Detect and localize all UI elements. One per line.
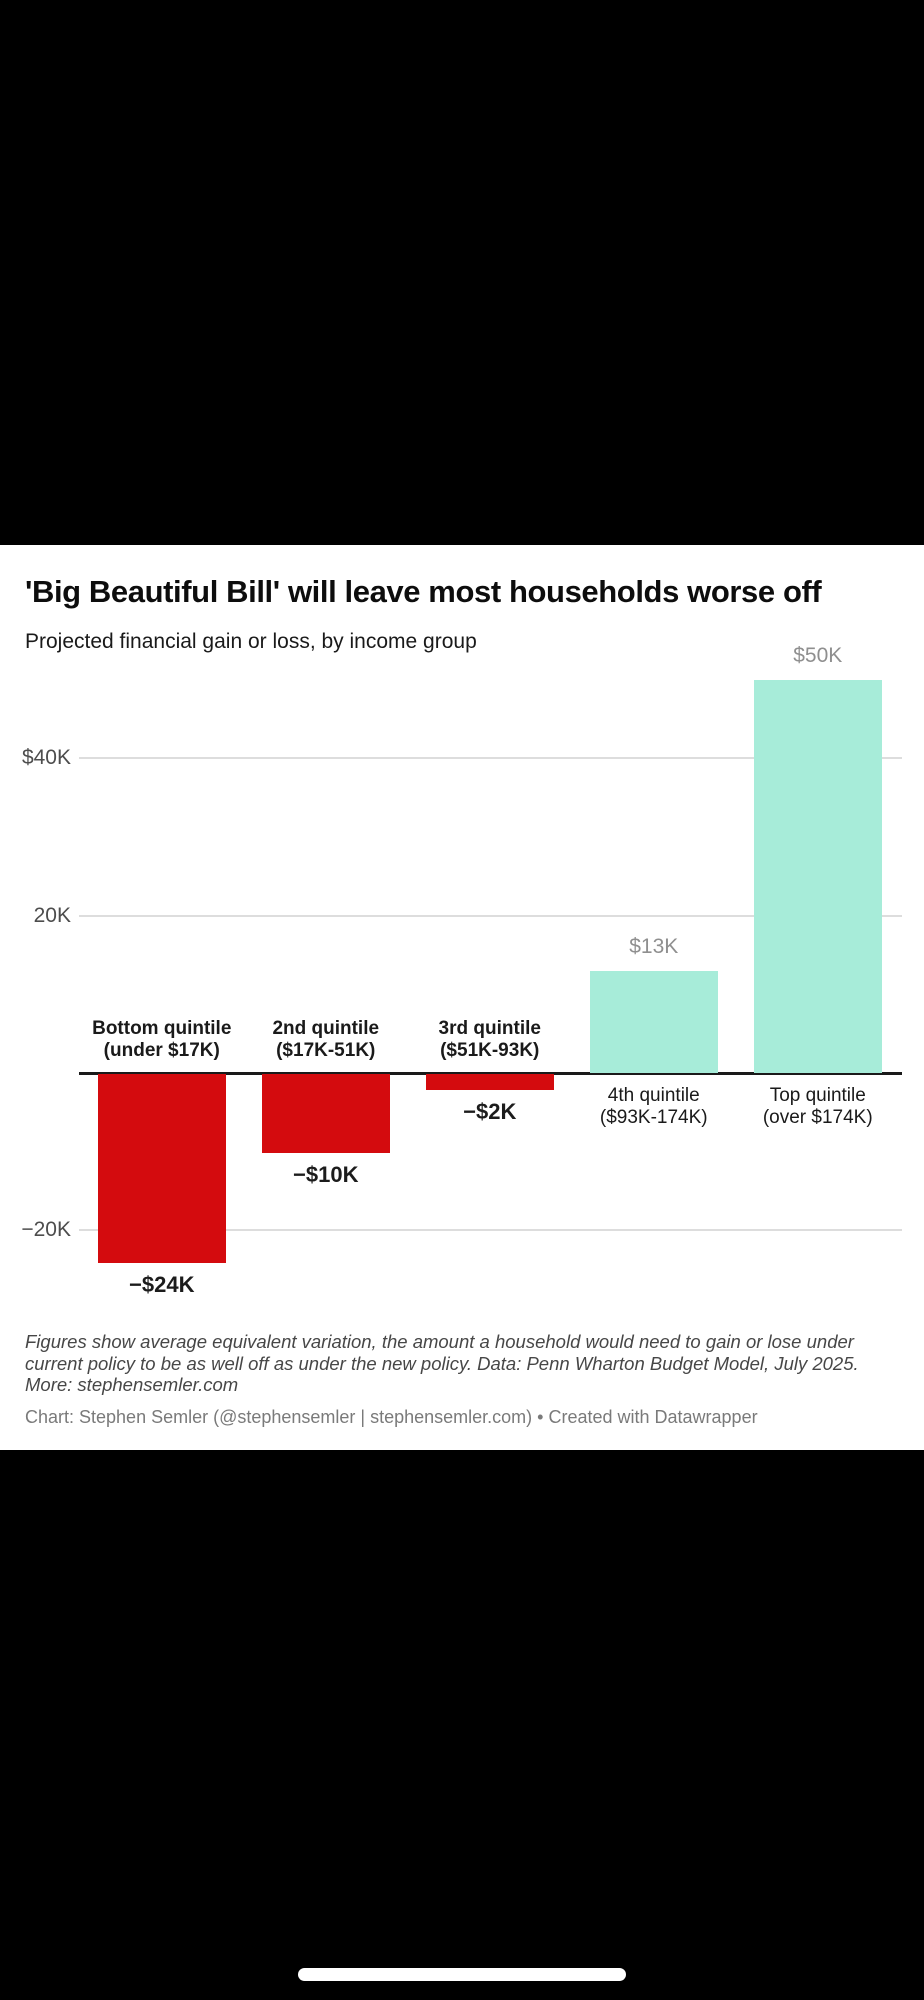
bar-category-label: 2nd quintile ($17K-51K) xyxy=(221,1018,431,1062)
bar-category-label-line: Bottom quintile xyxy=(92,1018,232,1039)
gridline xyxy=(79,914,902,917)
bar-category-label-line: 2nd quintile xyxy=(272,1018,380,1039)
bar-category-label-line: (over $174K) xyxy=(762,1107,873,1128)
bar-chart-plot: $40K 20K −20K −$24K Bottom quintile (under $1… xyxy=(0,545,924,1450)
bar xyxy=(97,1074,226,1263)
gridline xyxy=(79,1229,902,1232)
bar-category-label: 4th quintile ($93K-174K) xyxy=(549,1085,759,1129)
y-axis-tick-label: 20K xyxy=(33,903,71,927)
bar-category-label-line: ($51K-93K) xyxy=(440,1040,540,1061)
bar-category-label: 3rd quintile ($51K-93K) xyxy=(385,1018,595,1062)
bar-value-label: −$2K xyxy=(463,1098,517,1124)
bar xyxy=(425,1074,554,1090)
bar-category-label-line: 4th quintile xyxy=(607,1085,700,1106)
y-axis-tick-label: $40K xyxy=(21,746,71,770)
bar xyxy=(261,1074,390,1153)
bar-value-label: −$10K xyxy=(293,1161,359,1187)
bar-category-label-line: ($17K-51K) xyxy=(276,1040,376,1061)
home-indicator-handle[interactable] xyxy=(298,1968,626,1981)
bar xyxy=(589,970,718,1073)
bar-category-label: Bottom quintile (under $17K) xyxy=(57,1018,267,1062)
gridline xyxy=(79,757,902,760)
bar-value-label: $13K xyxy=(629,934,679,958)
bar-value-label: $50K xyxy=(793,643,843,667)
chart-footnote: Figures show average equivalent variatio… xyxy=(25,1331,859,1396)
y-axis-tick-label: −20K xyxy=(21,1218,71,1242)
bar-category-label-line: Top quintile xyxy=(769,1085,866,1106)
bar xyxy=(753,679,882,1073)
bar-value-label: −$24K xyxy=(129,1271,195,1297)
chart-title: 'Big Beautiful Bill' will leave most hou… xyxy=(25,573,822,609)
footnote-line: Figures show average equivalent variatio… xyxy=(25,1331,854,1352)
chart-subtitle: Projected financial gain or loss, by inc… xyxy=(25,630,477,653)
bar-category-label-line: (under $17K) xyxy=(103,1040,220,1061)
bar-category-label-line: 3rd quintile xyxy=(438,1018,541,1039)
chart-credit: Chart: Stephen Semler (@stephensemler | … xyxy=(25,1407,758,1427)
bar-category-label-line: ($93K-174K) xyxy=(599,1107,708,1128)
zero-axis-line xyxy=(79,1072,902,1075)
footnote-line: More: stephensemler.com xyxy=(25,1374,239,1395)
footnote-line: current policy to be as well off as unde… xyxy=(25,1352,859,1374)
chart-card: 'Big Beautiful Bill' will leave most hou… xyxy=(0,545,924,1450)
bar-category-label: Top quintile (over $174K) xyxy=(713,1085,923,1129)
